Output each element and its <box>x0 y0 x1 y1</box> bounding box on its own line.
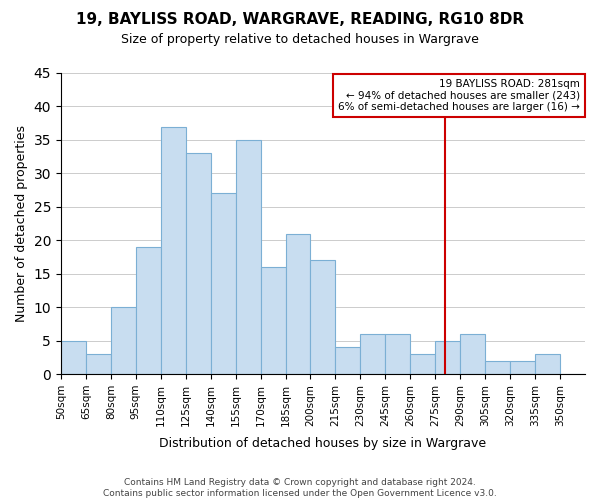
Bar <box>111 307 136 374</box>
Bar <box>260 267 286 374</box>
Bar <box>410 354 435 374</box>
Y-axis label: Number of detached properties: Number of detached properties <box>15 125 28 322</box>
Text: 19, BAYLISS ROAD, WARGRAVE, READING, RG10 8DR: 19, BAYLISS ROAD, WARGRAVE, READING, RG1… <box>76 12 524 28</box>
Bar <box>385 334 410 374</box>
Bar <box>236 140 260 374</box>
Bar <box>361 334 385 374</box>
Bar <box>335 348 361 374</box>
X-axis label: Distribution of detached houses by size in Wargrave: Distribution of detached houses by size … <box>160 437 487 450</box>
Bar <box>211 194 236 374</box>
Bar <box>86 354 111 374</box>
Text: 19 BAYLISS ROAD: 281sqm
← 94% of detached houses are smaller (243)
6% of semi-de: 19 BAYLISS ROAD: 281sqm ← 94% of detache… <box>338 79 580 112</box>
Bar <box>310 260 335 374</box>
Bar <box>485 360 510 374</box>
Bar <box>136 247 161 374</box>
Bar <box>460 334 485 374</box>
Bar <box>161 126 185 374</box>
Text: Size of property relative to detached houses in Wargrave: Size of property relative to detached ho… <box>121 32 479 46</box>
Bar <box>510 360 535 374</box>
Bar <box>185 154 211 374</box>
Bar <box>61 340 86 374</box>
Bar <box>435 340 460 374</box>
Text: Contains HM Land Registry data © Crown copyright and database right 2024.
Contai: Contains HM Land Registry data © Crown c… <box>103 478 497 498</box>
Bar <box>286 234 310 374</box>
Bar <box>535 354 560 374</box>
